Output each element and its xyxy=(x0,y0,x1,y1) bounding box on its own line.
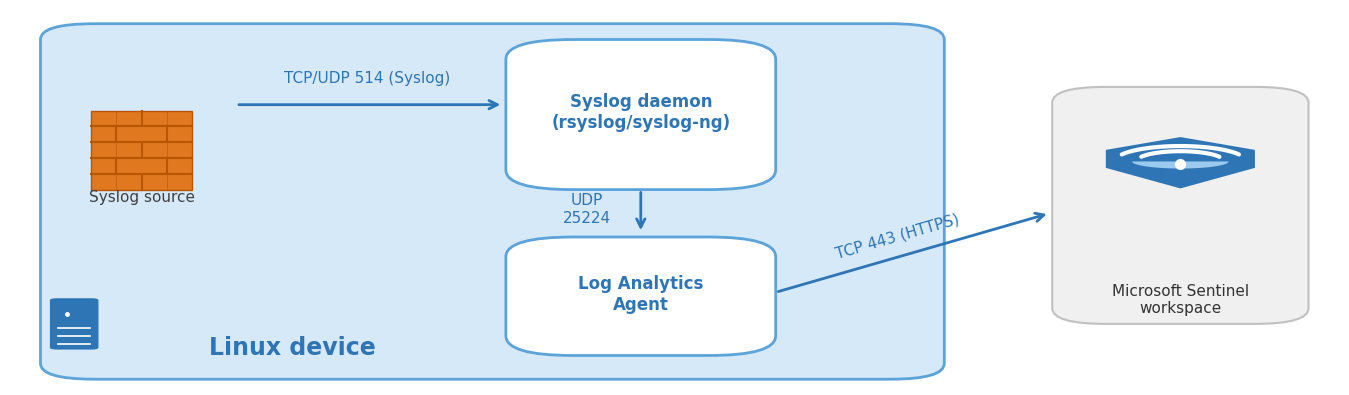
FancyBboxPatch shape xyxy=(506,237,776,356)
Text: TCP 443 (HTTPS): TCP 443 (HTTPS) xyxy=(834,212,960,262)
FancyBboxPatch shape xyxy=(92,111,193,190)
FancyBboxPatch shape xyxy=(50,298,98,350)
FancyBboxPatch shape xyxy=(40,24,944,379)
FancyBboxPatch shape xyxy=(506,40,776,190)
Text: Syslog daemon
(rsyslog/syslog-ng): Syslog daemon (rsyslog/syslog-ng) xyxy=(552,93,730,132)
Text: Syslog source: Syslog source xyxy=(89,190,194,205)
Polygon shape xyxy=(1132,162,1229,169)
Text: Linux device: Linux device xyxy=(209,336,376,359)
Text: Log Analytics
Agent: Log Analytics Agent xyxy=(579,275,703,314)
FancyBboxPatch shape xyxy=(1052,87,1309,324)
Text: TCP/UDP 514 (Syslog): TCP/UDP 514 (Syslog) xyxy=(283,71,451,87)
Polygon shape xyxy=(1106,137,1255,188)
Text: Microsoft Sentinel
workspace: Microsoft Sentinel workspace xyxy=(1112,284,1249,316)
Text: UDP
25224: UDP 25224 xyxy=(563,193,611,226)
